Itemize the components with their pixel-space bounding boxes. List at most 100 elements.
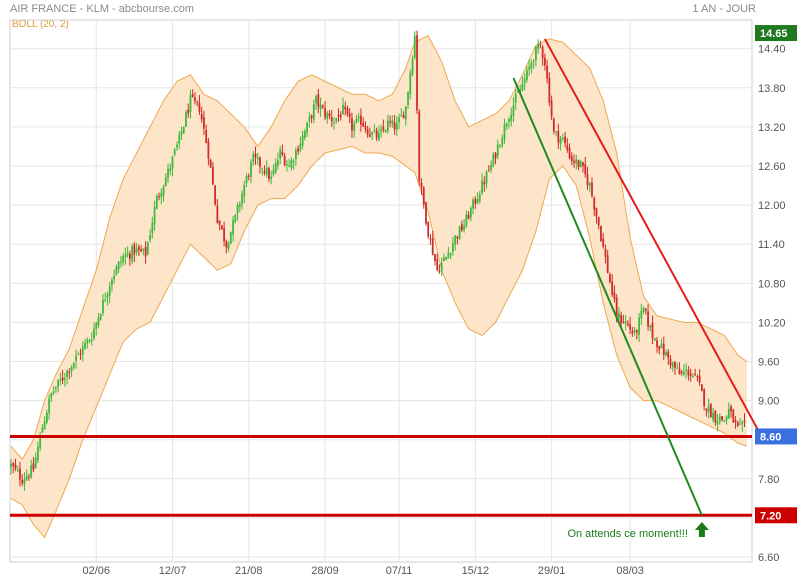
candle-body (543, 57, 546, 66)
candle-body (651, 322, 654, 339)
candle-body (97, 317, 100, 326)
candle-body (70, 366, 73, 371)
candle-body (656, 340, 658, 347)
candle-body (485, 171, 488, 184)
candle-body (559, 138, 562, 144)
candle-body (472, 199, 474, 209)
candle-body (12, 463, 15, 467)
candle-body (335, 117, 338, 122)
candle-body (416, 35, 418, 111)
candle-body (669, 359, 672, 366)
candle-body (32, 463, 35, 470)
last-price-label: 14.65 (760, 28, 788, 40)
candle-body (647, 311, 649, 327)
candle-body (624, 321, 627, 324)
candle-body (120, 261, 122, 263)
candle-body (265, 167, 268, 175)
bollinger-bands (10, 35, 748, 539)
candle-body (528, 66, 531, 70)
candle-body (566, 145, 569, 151)
candle-body (667, 351, 670, 358)
candle-body (727, 408, 730, 419)
y-tick-label: 6.60 (758, 552, 779, 564)
overlay-lines: On attends ce moment!!! (10, 38, 759, 540)
candle-body (216, 205, 219, 223)
candle-body (454, 235, 457, 245)
candle-body (23, 479, 26, 485)
candle-body (595, 207, 598, 217)
candle-body (151, 222, 154, 234)
candle-body (382, 126, 385, 130)
y-tick-label: 12.00 (758, 200, 786, 212)
candle-body (198, 102, 201, 112)
candle-body (128, 253, 131, 259)
candle-body (393, 122, 396, 130)
candle-body (59, 379, 62, 381)
candle-body (182, 126, 185, 134)
candle-body (196, 100, 199, 102)
candle-body (665, 352, 667, 356)
candle-body (586, 173, 589, 186)
candle-body (19, 468, 21, 480)
candle-body (588, 183, 591, 186)
candle-body (328, 113, 331, 116)
candle-body (568, 147, 571, 159)
y-tick-label: 10.80 (758, 278, 786, 290)
candle-body (622, 321, 625, 324)
candle-body (200, 114, 203, 120)
candle-body (660, 343, 663, 348)
candle-body (102, 299, 104, 313)
candle-body (68, 371, 71, 373)
candle-body (84, 343, 86, 349)
candle-body (600, 226, 602, 241)
trendline (543, 38, 759, 431)
candle-body (407, 92, 409, 106)
candle-body (180, 131, 183, 135)
candle-body (629, 324, 632, 330)
candle-body (306, 122, 308, 133)
price-label: 7.20 (760, 510, 781, 522)
candle-body (510, 114, 513, 122)
candle-body (225, 241, 228, 248)
candle-body (712, 412, 715, 420)
candle-body (254, 153, 257, 158)
candle-body (115, 266, 118, 275)
candle-body (25, 475, 28, 480)
candle-body (492, 154, 495, 167)
y-tick-label: 10.20 (758, 317, 786, 329)
candle-body (353, 123, 356, 131)
candle-body (481, 180, 483, 193)
candle-body (41, 427, 44, 433)
candle-body (297, 148, 300, 152)
candle-body (344, 106, 347, 110)
candle-body (194, 97, 196, 101)
candle-body (552, 118, 555, 132)
candle-body (133, 244, 136, 255)
candle-body (173, 149, 176, 155)
candle-body (57, 379, 60, 388)
candle-body (355, 118, 358, 123)
candle-body (741, 422, 744, 425)
candle-body (37, 446, 39, 461)
candle-body (108, 286, 111, 296)
last-price-box (755, 25, 797, 42)
candle-body (191, 94, 194, 97)
candle-body (658, 345, 661, 350)
candle-body (79, 353, 82, 355)
candle-body (452, 243, 454, 252)
candle-body (211, 167, 214, 185)
candle-body (50, 392, 53, 398)
bollinger-band-fill (11, 35, 747, 538)
candle-body (281, 151, 284, 156)
candle-body (463, 225, 466, 230)
candle-body (611, 281, 614, 295)
candle-body (283, 155, 286, 166)
candle-body (391, 120, 394, 125)
candle-body (469, 207, 472, 217)
candle-body (315, 96, 317, 104)
candle-body (739, 423, 741, 425)
candle-body (81, 346, 84, 355)
candle-body (337, 115, 340, 117)
candle-body (263, 171, 266, 174)
candle-body (458, 226, 461, 240)
